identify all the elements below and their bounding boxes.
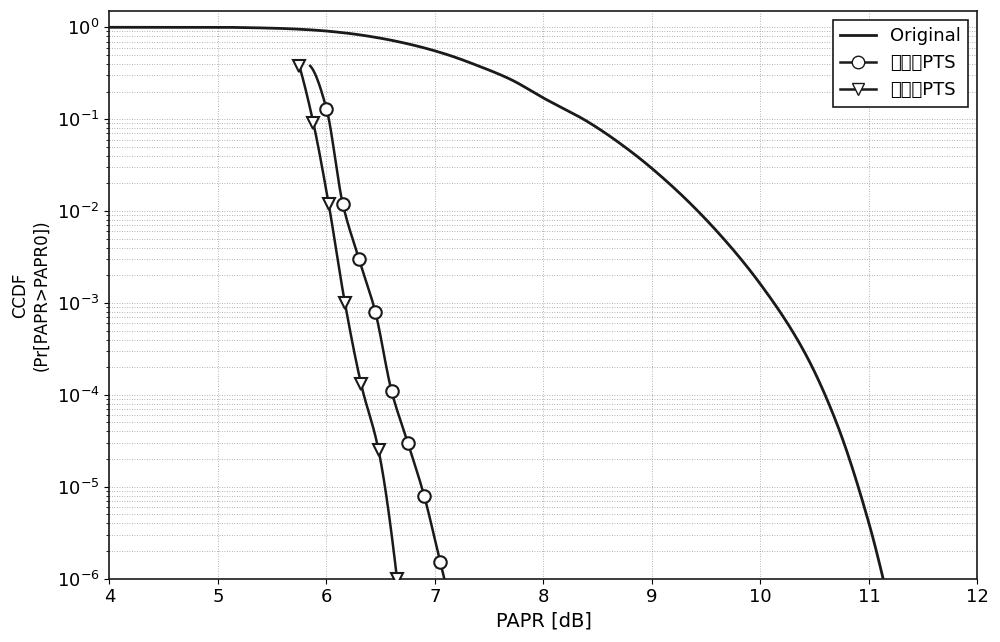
X-axis label: PAPR [dB]: PAPR [dB] — [496, 612, 591, 631]
Y-axis label: CCDF
(Pr[PAPR>PAPR0]): CCDF (Pr[PAPR>PAPR0]) — [11, 219, 50, 370]
Legend: Original, 传统的PTS, 改进的PTS: Original, 传统的PTS, 改进的PTS — [833, 20, 968, 107]
